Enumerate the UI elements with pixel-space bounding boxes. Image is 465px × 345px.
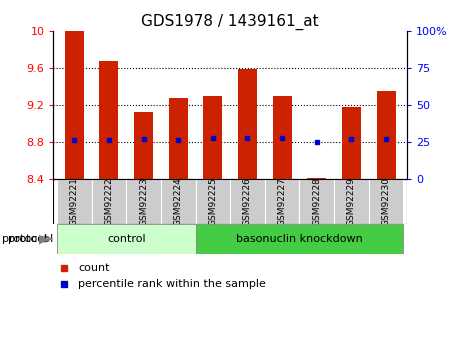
- Text: GSM92227: GSM92227: [278, 177, 286, 226]
- Bar: [65, 31, 84, 179]
- Text: GSM92225: GSM92225: [208, 177, 217, 226]
- Text: ▶: ▶: [39, 233, 48, 245]
- Text: GSM92226: GSM92226: [243, 177, 252, 226]
- Bar: [230, 179, 265, 224]
- Text: GSM92221: GSM92221: [70, 177, 79, 226]
- Bar: [100, 61, 119, 179]
- Text: protocol: protocol: [8, 234, 53, 244]
- Bar: [369, 179, 404, 224]
- Title: GDS1978 / 1439161_at: GDS1978 / 1439161_at: [141, 13, 319, 30]
- Bar: [195, 224, 404, 254]
- Bar: [307, 178, 326, 179]
- Text: protocol: protocol: [2, 234, 47, 244]
- Bar: [134, 112, 153, 179]
- Bar: [203, 96, 222, 179]
- Bar: [272, 96, 292, 179]
- Bar: [238, 69, 257, 179]
- Text: percentile rank within the sample: percentile rank within the sample: [78, 279, 266, 289]
- Bar: [92, 179, 126, 224]
- Bar: [342, 107, 361, 179]
- Bar: [126, 179, 161, 224]
- Text: GSM92230: GSM92230: [382, 177, 391, 226]
- Bar: [57, 224, 195, 254]
- Bar: [169, 98, 188, 179]
- Bar: [195, 179, 230, 224]
- Bar: [377, 91, 396, 179]
- Text: GSM92228: GSM92228: [312, 177, 321, 226]
- Text: GSM92222: GSM92222: [105, 177, 113, 226]
- Text: count: count: [78, 263, 110, 273]
- Bar: [161, 179, 195, 224]
- Bar: [265, 179, 299, 224]
- Bar: [299, 179, 334, 224]
- Text: GSM92224: GSM92224: [174, 177, 183, 226]
- Bar: [57, 179, 92, 224]
- Bar: [334, 179, 369, 224]
- Text: basonuclin knockdown: basonuclin knockdown: [236, 234, 363, 244]
- Text: control: control: [107, 234, 146, 244]
- Text: GSM92223: GSM92223: [139, 177, 148, 226]
- Text: GSM92229: GSM92229: [347, 177, 356, 226]
